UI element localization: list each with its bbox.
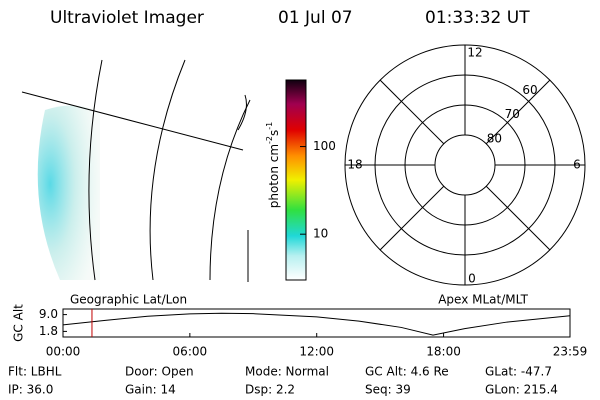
mlt-label: 18 [347,158,362,172]
colorbar-label: photon cm-2s-1 [265,122,281,209]
status-field: GLat: -47.7 [485,365,552,379]
x-tick-label: 18:00 [426,345,461,359]
status-field: Mode: Normal [245,365,329,379]
x-tick-label: 12:00 [299,345,334,359]
x-tick-label: 00:00 [46,345,81,359]
grid-line [237,94,247,131]
right-label: Apex MLat/MLT [438,293,528,307]
polar-spoke [379,185,445,251]
y-axis-label: GC Alt [12,304,26,342]
label-part: -2 [265,136,274,144]
date: 01 Jul 07 [278,8,353,28]
mlt-label: 0 [468,272,476,286]
label-part: s [267,130,281,136]
status-field: Gain: 14 [125,383,176,397]
label-part: -1 [265,122,274,130]
ring-label: 70 [505,107,520,121]
aurora-image [37,105,100,280]
mlt-label: 12 [467,46,482,60]
grid-line [209,99,251,281]
title: Ultraviolet Imager [50,8,204,28]
left-label: Geographic Lat/Lon [70,293,187,307]
time: 01:33:32 UT [425,8,530,28]
colorbar-tick-label: 100 [313,139,336,153]
status-field: Seq: 39 [365,383,411,397]
polar-spoke [485,185,551,251]
grid-line [88,59,103,281]
y-tick-label: 1.8 [39,324,58,338]
polar-spoke [379,79,445,145]
altitude-line [62,312,571,336]
status-field: GLon: 215.4 [485,383,558,397]
x-tick-label: 23:59 [553,345,588,359]
colorbar [285,79,307,281]
status-field: IP: 36.0 [8,383,53,397]
image-panel [21,59,251,282]
mlt-label: 6 [573,158,581,172]
status-field: Door: Open [125,365,194,379]
grid-line [149,59,186,281]
status-field: GC Alt: 4.6 Re [365,365,449,379]
plot-frame [62,308,571,338]
grid-line [21,91,244,151]
y-tick-label: 9.0 [39,307,58,321]
colorbar-tick-label: 10 [313,227,328,241]
ring-label: 60 [522,83,537,97]
status-field: Dsp: 2.2 [245,383,295,397]
ring-label: 80 [487,131,502,145]
label-part: photon cm [267,144,281,208]
polar-spoke [485,79,551,145]
x-tick-label: 06:00 [173,345,208,359]
status-field: Flt: LBHL [8,365,62,379]
